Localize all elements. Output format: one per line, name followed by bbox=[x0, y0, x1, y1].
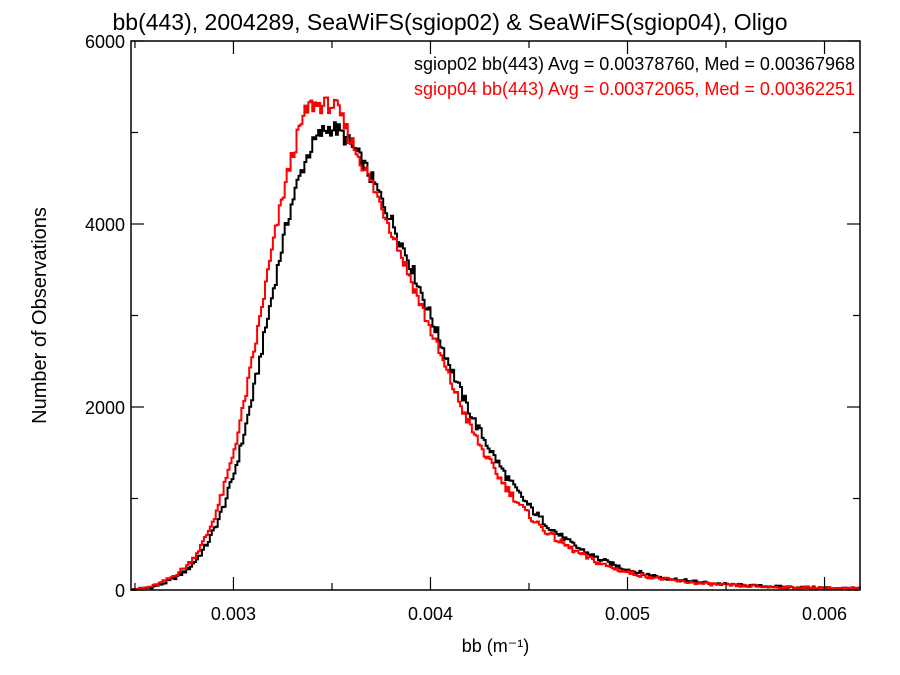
legend-entry-sgiop02: sgiop02 bb(443) Avg = 0.00378760, Med = … bbox=[414, 54, 855, 74]
x-axis-label: bb (m⁻¹) bbox=[462, 636, 530, 656]
histogram-line-sgiop02 bbox=[131, 121, 861, 591]
x-tick-label: 0.003 bbox=[211, 604, 256, 624]
y-tick-label: 2000 bbox=[85, 398, 125, 418]
ticks-layer: 0.003 0.004 0.005 0.006 0 2000 4000 6000 bbox=[85, 32, 860, 624]
histogram-line-sgiop04 bbox=[131, 96, 861, 591]
y-tick-label: 0 bbox=[115, 581, 125, 601]
chart-title: bb(443), 2004289, SeaWiFS(sgiop02) & Sea… bbox=[112, 9, 787, 35]
x-tick-label: 0.005 bbox=[605, 604, 650, 624]
series-layer bbox=[131, 96, 861, 591]
x-tick-label: 0.004 bbox=[408, 604, 453, 624]
plot-frame bbox=[130, 40, 861, 591]
y-tick-label: 4000 bbox=[85, 215, 125, 235]
x-tick-label: 0.006 bbox=[802, 604, 847, 624]
y-axis-label: Number of Observations bbox=[29, 207, 51, 424]
legend-entry-sgiop04: sgiop04 bb(443) Avg = 0.00372065, Med = … bbox=[414, 79, 855, 99]
y-tick-label: 6000 bbox=[85, 32, 125, 52]
